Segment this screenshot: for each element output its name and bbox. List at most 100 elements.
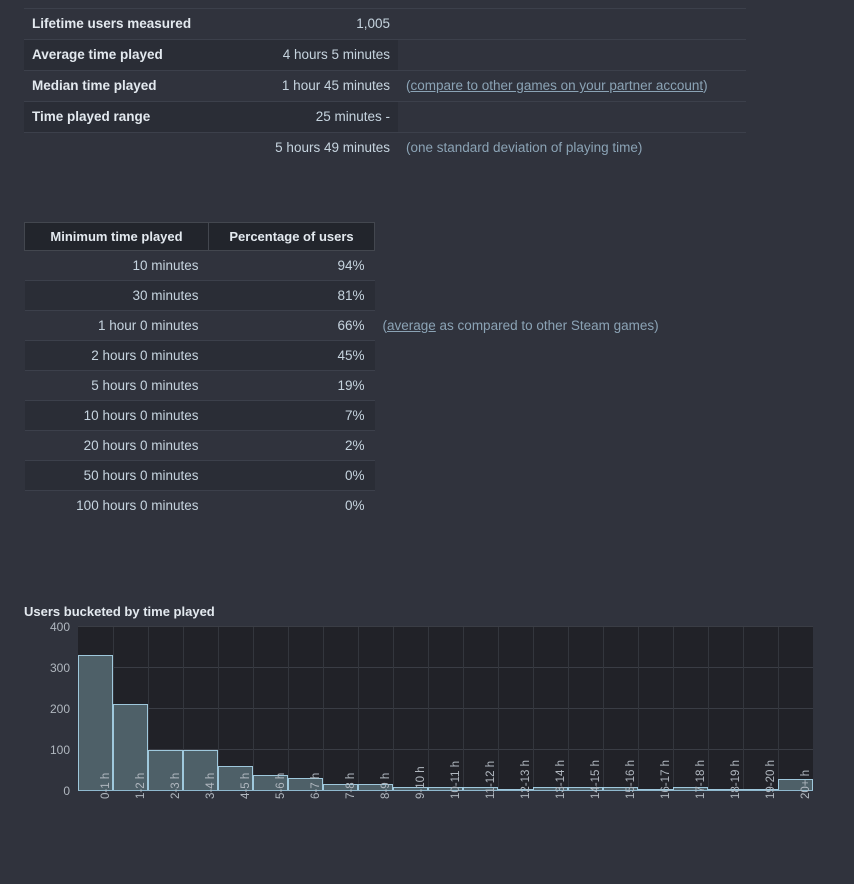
y-axis-tick-label: 200	[49, 702, 70, 716]
row-label: Time played range	[24, 101, 222, 133]
y-axis-tick-label: 0	[63, 784, 70, 798]
gridline-vertical	[218, 627, 219, 791]
x-axis-tick-label: 8-9 h	[379, 772, 392, 799]
gridline-vertical	[603, 627, 604, 791]
row-note: (compare to other games on your partner …	[398, 70, 746, 102]
gridline-vertical	[778, 627, 779, 791]
cell-percentage: 0%	[208, 460, 375, 491]
gridline-vertical	[498, 627, 499, 791]
minimum-time-played-table: Minimum time played Percentage of users …	[24, 222, 669, 520]
cell-minimum-time: 1 hour 0 minutes	[24, 310, 209, 341]
gridline-vertical	[638, 627, 639, 791]
row-value: 1 hour 45 minutes	[222, 70, 398, 102]
row-note	[398, 8, 746, 40]
chart-body: 0 100 200 300 400 0-1 h 1-2 h 2-3 h 3-4 h 4-5 h 5…	[24, 621, 824, 879]
cell-note	[375, 251, 669, 281]
cell-percentage: 66%	[208, 310, 375, 341]
compare-to-other-games-link[interactable]: compare to other games on your partner a…	[410, 78, 704, 93]
column-header-percentage: Percentage of users	[208, 222, 375, 251]
x-axis-tick-label: 15-16 h	[624, 759, 637, 799]
cell-note	[375, 281, 669, 311]
cell-minimum-time: 10 hours 0 minutes	[24, 400, 209, 431]
row-value: 1,005	[222, 8, 398, 40]
x-axis-tick-label: 6-7 h	[309, 772, 322, 799]
x-axis-tick-label: 5-6 h	[274, 772, 287, 799]
row-label	[24, 132, 222, 163]
x-axis-tick-label: 16-17 h	[659, 759, 672, 799]
y-axis-tick-label: 300	[49, 661, 70, 675]
x-axis-tick-label: 17-18 h	[694, 759, 707, 799]
cell-percentage: 2%	[208, 430, 375, 461]
gridline-horizontal	[78, 749, 813, 750]
table-row: 10 hours 0 minutes 7%	[24, 400, 669, 431]
table-header-row: Minimum time played Percentage of users	[24, 222, 669, 251]
chart-bar[interactable]	[183, 750, 218, 791]
x-axis-tick-label: 1-2 h	[134, 772, 147, 799]
table-row: Lifetime users measured 1,005	[24, 8, 746, 40]
gridline-vertical	[568, 627, 569, 791]
row-value: 25 minutes -	[222, 101, 398, 133]
paren-close: )	[703, 78, 708, 93]
cell-percentage: 81%	[208, 280, 375, 311]
table-row: 5 hours 0 minutes 19%	[24, 370, 669, 401]
gridline-vertical	[743, 627, 744, 791]
cell-minimum-time: 2 hours 0 minutes	[24, 340, 209, 371]
playtime-summary-table: Lifetime users measured 1,005 Average ti…	[24, 8, 746, 163]
table-row: Average time played 4 hours 5 minutes	[24, 39, 746, 71]
row-label: Lifetime users measured	[24, 8, 222, 40]
x-axis-tick-label: 10-11 h	[449, 760, 462, 799]
table-row: 20 hours 0 minutes 2%	[24, 430, 669, 461]
row-note	[398, 39, 746, 71]
x-axis-tick-label: 4-5 h	[239, 772, 252, 799]
table-row: 100 hours 0 minutes 0%	[24, 490, 669, 520]
row-note	[398, 101, 746, 133]
gridline-vertical	[323, 627, 324, 791]
gridline-vertical	[533, 627, 534, 791]
cell-percentage: 0%	[208, 490, 375, 520]
row-value: 5 hours 49 minutes	[222, 132, 398, 163]
users-bucketed-chart: Users bucketed by time played 0 100 200 300…	[24, 604, 824, 879]
cell-minimum-time: 10 minutes	[24, 250, 209, 281]
table-row: 50 hours 0 minutes 0%	[24, 460, 669, 491]
x-axis-tick-label: 2-3 h	[169, 772, 182, 799]
cell-minimum-time: 100 hours 0 minutes	[24, 490, 209, 520]
row-label: Median time played	[24, 70, 222, 102]
chart-bar[interactable]	[113, 704, 148, 791]
gridline-vertical	[253, 627, 254, 791]
x-axis-tick-label: 3-4 h	[204, 772, 217, 799]
row-label: Average time played	[24, 39, 222, 71]
cell-percentage: 45%	[208, 340, 375, 371]
gridline-vertical	[148, 627, 149, 791]
table-row: 2 hours 0 minutes 45%	[24, 340, 669, 371]
x-axis-tick-label: 11-12 h	[484, 760, 497, 799]
x-axis-baseline	[78, 790, 813, 791]
cell-percentage: 7%	[208, 400, 375, 431]
cell-minimum-time: 5 hours 0 minutes	[24, 370, 209, 401]
x-axis-tick-label: 0-1 h	[99, 772, 112, 799]
gridline-vertical	[183, 627, 184, 791]
chart-bar[interactable]	[148, 750, 183, 791]
cell-percentage: 94%	[208, 250, 375, 281]
table-row: Median time played 1 hour 45 minutes (co…	[24, 70, 746, 102]
x-axis-tick-label: 20+ h	[799, 769, 812, 799]
table-row: 10 minutes 94%	[24, 250, 669, 281]
gridline-horizontal	[78, 667, 813, 668]
x-axis-tick-label: 13-14 h	[554, 759, 567, 799]
chart-bar[interactable]	[218, 766, 253, 791]
cell-note	[375, 371, 669, 401]
average-comparison-link[interactable]: average	[387, 318, 436, 333]
table-row: 5 hours 49 minutes (one standard deviati…	[24, 132, 746, 163]
row-note: (one standard deviation of playing time)	[398, 132, 746, 163]
x-axis-tick-label: 12-13 h	[519, 759, 532, 799]
chart-title: Users bucketed by time played	[24, 604, 215, 619]
gridline-vertical	[288, 627, 289, 791]
cell-minimum-time: 30 minutes	[24, 280, 209, 311]
column-header-minimum-time: Minimum time played	[24, 222, 209, 251]
cell-note	[375, 401, 669, 431]
cell-percentage: 19%	[208, 370, 375, 401]
gridline-vertical	[428, 627, 429, 791]
row-value: 4 hours 5 minutes	[222, 39, 398, 71]
chart-bar[interactable]	[78, 654, 113, 791]
x-axis-tick-label: 14-15 h	[589, 759, 602, 799]
